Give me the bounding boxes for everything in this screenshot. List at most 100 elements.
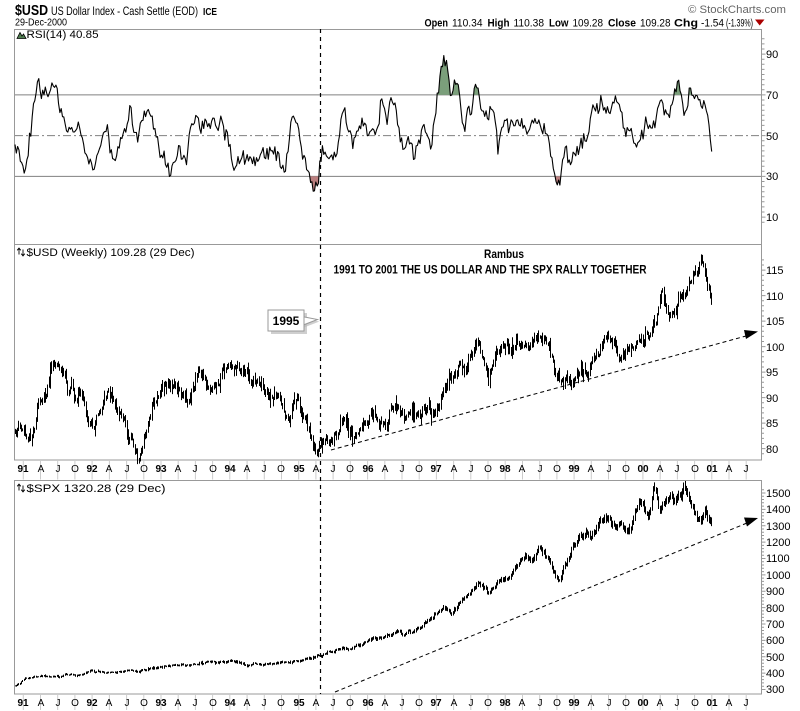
svg-text:A: A <box>726 464 733 475</box>
svg-text:92: 92 <box>86 464 98 475</box>
svg-text:© StockCharts.com: © StockCharts.com <box>688 4 786 16</box>
svg-text:99: 99 <box>568 698 580 709</box>
svg-text:A: A <box>106 464 113 475</box>
svg-text:J: J <box>744 464 749 475</box>
svg-text:A: A <box>244 464 251 475</box>
svg-text:A: A <box>38 698 45 709</box>
svg-text:J: J <box>607 464 612 475</box>
svg-text:A: A <box>313 698 320 709</box>
svg-text:96: 96 <box>362 464 374 475</box>
svg-text:$USD (Weekly) 109.28 (29 Dec): $USD (Weekly) 109.28 (29 Dec) <box>27 247 195 259</box>
svg-text:800: 800 <box>766 603 784 615</box>
svg-text:A: A <box>726 698 733 709</box>
svg-text:1200: 1200 <box>766 537 790 549</box>
svg-text:A: A <box>38 464 45 475</box>
svg-text:98: 98 <box>499 464 511 475</box>
svg-text:J: J <box>607 698 612 709</box>
svg-text:Close: Close <box>608 18 636 30</box>
svg-text:J: J <box>56 464 61 475</box>
svg-text:A: A <box>657 464 664 475</box>
svg-text:O: O <box>346 698 354 709</box>
svg-text:98: 98 <box>499 698 511 709</box>
svg-text:1991 TO 2001 THE US DOLLAR AND: 1991 TO 2001 THE US DOLLAR AND THE SPX R… <box>334 263 647 277</box>
svg-text:93: 93 <box>155 698 167 709</box>
svg-text:J: J <box>56 698 61 709</box>
svg-text:Rambus: Rambus <box>484 247 524 261</box>
svg-text:1000: 1000 <box>766 570 790 582</box>
svg-text:A: A <box>519 464 526 475</box>
svg-text:90: 90 <box>766 393 778 405</box>
svg-text:J: J <box>469 698 474 709</box>
svg-text:70: 70 <box>766 90 778 102</box>
svg-text:94: 94 <box>224 698 236 709</box>
svg-text:A: A <box>451 464 458 475</box>
svg-text:110: 110 <box>766 291 784 303</box>
svg-text:1995: 1995 <box>273 314 300 328</box>
svg-text:00: 00 <box>637 464 649 475</box>
svg-text:115: 115 <box>766 265 784 277</box>
svg-text:O: O <box>691 698 699 709</box>
svg-text:90: 90 <box>766 49 778 61</box>
svg-text:A: A <box>588 698 595 709</box>
svg-text:J: J <box>400 698 405 709</box>
svg-text:85: 85 <box>766 418 778 430</box>
svg-text:109.28: 109.28 <box>640 18 671 30</box>
svg-text:J: J <box>193 698 198 709</box>
svg-text:J: J <box>262 464 267 475</box>
svg-text:100: 100 <box>766 342 784 354</box>
svg-text:105: 105 <box>766 316 784 328</box>
svg-text:A: A <box>175 698 182 709</box>
svg-text:US Dollar Index - Cash Settle: US Dollar Index - Cash Settle (EOD) <box>51 4 198 18</box>
svg-text:$SPX 1320.28 (29 Dec): $SPX 1320.28 (29 Dec) <box>27 483 166 495</box>
svg-text:(-1.39%): (-1.39%) <box>726 18 753 30</box>
svg-text:O: O <box>415 464 423 475</box>
svg-text:A: A <box>313 464 320 475</box>
svg-text:O: O <box>415 698 423 709</box>
svg-text:Low: Low <box>549 18 569 30</box>
svg-text:A: A <box>519 698 526 709</box>
svg-text:ICE: ICE <box>203 7 217 18</box>
svg-text:Chg: Chg <box>674 18 698 30</box>
svg-text:00: 00 <box>637 698 649 709</box>
svg-text:01: 01 <box>706 698 718 709</box>
svg-text:O: O <box>484 698 492 709</box>
svg-text:01: 01 <box>706 464 718 475</box>
svg-text:A: A <box>244 698 251 709</box>
svg-text:91: 91 <box>17 464 29 475</box>
svg-text:A: A <box>657 698 664 709</box>
svg-text:93: 93 <box>155 464 167 475</box>
svg-text:RSI(14) 40.85: RSI(14) 40.85 <box>27 29 99 41</box>
svg-text:O: O <box>622 464 630 475</box>
svg-text:J: J <box>675 464 680 475</box>
svg-text:$USD: $USD <box>15 2 48 19</box>
svg-text:J: J <box>400 464 405 475</box>
svg-text:O: O <box>277 464 285 475</box>
svg-text:J: J <box>193 464 198 475</box>
svg-text:95: 95 <box>293 464 305 475</box>
svg-text:92: 92 <box>86 698 98 709</box>
svg-text:O: O <box>553 464 561 475</box>
svg-text:900: 900 <box>766 586 784 598</box>
svg-text:50: 50 <box>766 131 778 143</box>
svg-text:97: 97 <box>430 464 442 475</box>
svg-text:Open: Open <box>425 18 449 30</box>
svg-text:99: 99 <box>568 464 580 475</box>
svg-text:1500: 1500 <box>766 488 790 500</box>
svg-text:110.38: 110.38 <box>514 18 545 30</box>
svg-text:-1.54: -1.54 <box>701 18 724 30</box>
svg-text:1300: 1300 <box>766 521 790 533</box>
svg-text:O: O <box>71 464 79 475</box>
svg-text:A: A <box>382 464 389 475</box>
svg-text:1400: 1400 <box>766 504 790 516</box>
svg-text:700: 700 <box>766 619 784 631</box>
svg-text:O: O <box>484 464 492 475</box>
svg-text:29-Dec-2000: 29-Dec-2000 <box>15 18 67 29</box>
svg-text:400: 400 <box>766 668 784 680</box>
svg-text:High: High <box>488 18 510 30</box>
svg-text:J: J <box>744 698 749 709</box>
svg-text:600: 600 <box>766 635 784 647</box>
svg-text:91: 91 <box>17 698 29 709</box>
svg-text:J: J <box>469 464 474 475</box>
svg-text:500: 500 <box>766 652 784 664</box>
svg-text:A: A <box>588 464 595 475</box>
